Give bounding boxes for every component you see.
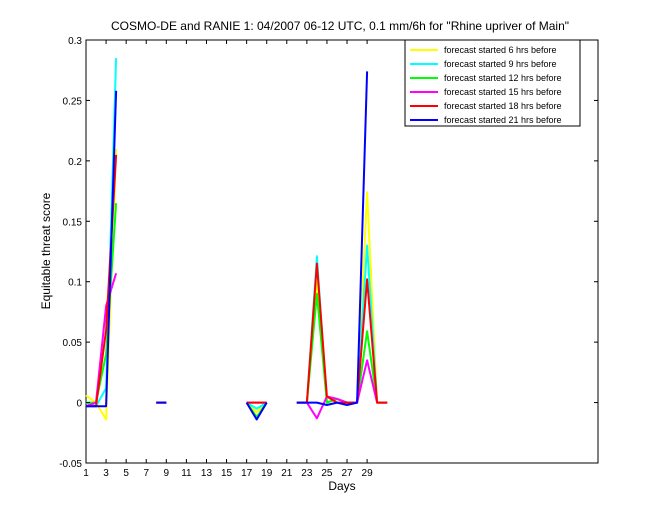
x-tick-label: 3: [103, 468, 109, 479]
x-tick-label: 21: [281, 468, 293, 479]
y-tick-label: 0.1: [68, 278, 82, 289]
legend: forecast started 6 hrs before forecast st…: [404, 39, 581, 127]
legend-label-1: forecast started 6 hrs before: [444, 45, 557, 55]
y-axis-label: Equitable threat score: [39, 192, 53, 309]
x-tick-label: 13: [201, 468, 213, 479]
x-tick-label: 15: [221, 468, 233, 479]
plot-area: [85, 39, 599, 464]
y-tick-label: 0.2: [68, 157, 82, 168]
x-tick-label: 19: [261, 468, 273, 479]
x-tick-label: 1: [83, 468, 89, 479]
axes-layer: 1 3 5 7 9 11 13 15 17 19 21 23 25 27 29-0.0500.050.10.…: [59, 36, 598, 479]
series-line-5: [296, 262, 388, 404]
x-tick-label: 29: [362, 468, 374, 479]
series-line-4: [85, 273, 118, 408]
legend-label-4: forecast started 15 hrs before: [444, 87, 562, 97]
y-tick-label: 0.05: [63, 338, 83, 349]
y-tick-label: 0.25: [63, 96, 83, 107]
y-tick-label: 0.3: [68, 36, 82, 47]
x-tick-label: 25: [321, 468, 333, 479]
x-tick-label: 23: [301, 468, 313, 479]
x-tick-label: 7: [143, 468, 149, 479]
legend-label-3: forecast started 12 hrs before: [444, 73, 562, 83]
x-tick-label: 5: [123, 468, 129, 479]
legend-label-2: forecast started 9 hrs before: [444, 59, 557, 69]
legend-label-6: forecast started 21 hrs before: [444, 115, 562, 125]
series-line-6: [245, 402, 268, 421]
y-tick-label: -0.05: [59, 459, 82, 470]
legend-box: [404, 39, 581, 127]
chart-title: COSMO-DE and RANIE 1: 04/2007 06-12 UTC,…: [111, 19, 569, 33]
series-layer: [85, 58, 388, 421]
x-tick-label: 27: [341, 468, 353, 479]
y-tick-label: 0.15: [63, 217, 83, 228]
x-axis-label: Days: [328, 479, 355, 493]
x-tick-label: 9: [164, 468, 170, 479]
series-line-4: [296, 359, 388, 420]
series-line-2: [246, 401, 268, 410]
x-tick-label: 11: [181, 468, 192, 479]
series-line-6: [296, 71, 369, 406]
x-tick-label: 17: [241, 468, 253, 479]
series-line-6: [86, 90, 118, 408]
legend-label-5: forecast started 18 hrs before: [444, 101, 562, 111]
y-tick-label: 0: [76, 399, 82, 410]
